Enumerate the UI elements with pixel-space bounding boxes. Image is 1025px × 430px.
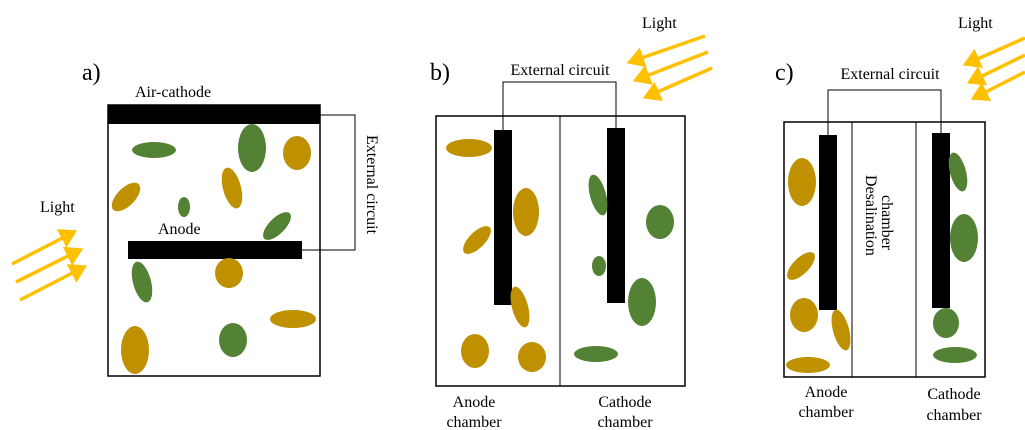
- light-arrows: [966, 38, 1025, 98]
- microbe: [178, 197, 190, 217]
- light-label: Light: [958, 15, 993, 32]
- chamber-label: chamber: [798, 404, 854, 421]
- middle-chamber-label: Desalination: [862, 175, 879, 256]
- microbe: [107, 178, 145, 216]
- panel-b: b) Light External circuit Anode chamber …: [430, 15, 712, 430]
- microbe: [513, 188, 539, 236]
- panel-label: c): [775, 60, 794, 86]
- microbe: [592, 256, 606, 276]
- microbe: [121, 326, 149, 374]
- anode: [819, 135, 837, 310]
- chamber-label: chamber: [597, 414, 653, 430]
- chamber-label: Cathode: [927, 386, 980, 403]
- microbe: [259, 208, 296, 245]
- microbe: [238, 124, 266, 172]
- chamber-label: chamber: [926, 407, 982, 424]
- circuit-label: External circuit: [840, 66, 940, 83]
- microbe: [518, 342, 546, 372]
- circuit-label: External circuit: [363, 135, 380, 235]
- microbe: [270, 310, 316, 328]
- microbe: [933, 308, 959, 338]
- cathode: [932, 133, 950, 308]
- cathode-label: Air-cathode: [135, 84, 211, 101]
- microbe: [950, 214, 978, 262]
- chamber-label: Anode: [805, 384, 848, 401]
- microbe: [218, 165, 246, 210]
- external-circuit: [302, 115, 355, 250]
- panel-label: b): [430, 60, 450, 86]
- microbe: [828, 308, 854, 353]
- microbe: [646, 205, 674, 239]
- chamber-label: Cathode: [598, 394, 651, 411]
- diagram: a) Light Air-cathode Anode External circ…: [0, 0, 1025, 430]
- cathode: [607, 128, 625, 303]
- panel-c: c) Light External circuit Desalination c…: [775, 15, 1025, 424]
- microbe: [628, 278, 656, 326]
- microbe: [783, 248, 820, 285]
- light-label: Light: [40, 199, 75, 216]
- circuit-label: External circuit: [510, 62, 610, 79]
- microbe: [459, 222, 496, 259]
- microbe: [215, 258, 243, 288]
- microbe: [933, 347, 977, 363]
- microbe: [128, 259, 156, 304]
- anode-label: Anode: [158, 221, 201, 238]
- panel-a: a) Light Air-cathode Anode External circ…: [12, 60, 380, 376]
- anode: [128, 241, 302, 259]
- microbe: [786, 357, 830, 373]
- light-arrow: [16, 250, 80, 282]
- microbe: [132, 142, 176, 158]
- external-circuit: [828, 90, 941, 135]
- anode: [494, 130, 512, 305]
- microbe: [219, 323, 247, 357]
- chamber-label: Anode: [453, 394, 496, 411]
- microbe: [461, 334, 489, 368]
- panel-label: a): [82, 60, 101, 86]
- microbe: [446, 139, 492, 157]
- air-cathode: [108, 105, 320, 124]
- chamber-label: chamber: [446, 414, 502, 430]
- light-arrows: [12, 232, 84, 300]
- microbe: [574, 346, 618, 362]
- microbe: [788, 158, 816, 206]
- microbe: [790, 298, 818, 332]
- light-arrows: [630, 36, 712, 97]
- light-arrow: [20, 267, 84, 300]
- microbe: [283, 136, 311, 170]
- middle-chamber-label: chamber: [878, 195, 895, 251]
- light-label: Light: [642, 15, 677, 32]
